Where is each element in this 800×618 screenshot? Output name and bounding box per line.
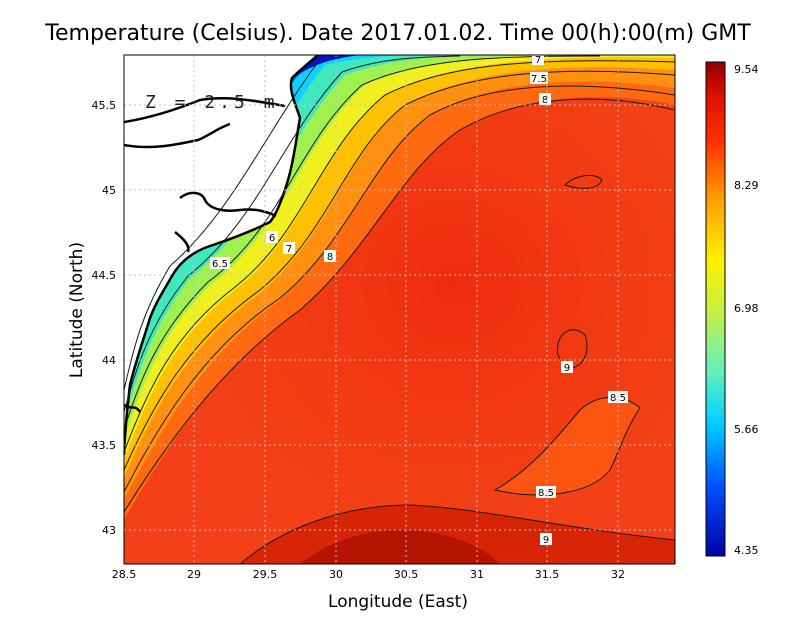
y-axis-label: Latitude (North)	[67, 242, 87, 378]
x-tick-label: 32	[611, 568, 625, 581]
contour-label: 8	[327, 252, 333, 263]
x-tick-label: 31	[470, 568, 484, 581]
plot-frame	[123, 54, 676, 565]
temperature-field: 7 7.5 8 6 7 8 6.5 9 8.5 8.5 9	[124, 55, 675, 564]
contour-label: 6.5	[212, 259, 228, 270]
contour-label: 8.5	[538, 488, 554, 499]
y-tick-label: 44	[102, 354, 116, 367]
colorbar-tick-label: 6.98	[734, 302, 759, 315]
x-axis-label: Longitude (East)	[328, 592, 468, 612]
contour-labels: 7 7.5 8 6 7 8 6.5 9 8.5 8.5 9	[210, 55, 628, 546]
y-tick-label: 43.5	[92, 439, 117, 452]
y-tick-label: 45	[102, 184, 116, 197]
x-tick-label: 31.5	[535, 568, 560, 581]
x-tick-label: 30.5	[394, 568, 419, 581]
y-tick-label: 43	[102, 524, 116, 537]
x-tick-label: 29.5	[253, 568, 278, 581]
colorbar-tick-label: 4.35	[734, 544, 759, 557]
contour-label: 7	[535, 55, 541, 66]
grid	[124, 55, 675, 564]
x-tick-label: 29	[187, 568, 201, 581]
colorbar	[705, 61, 726, 557]
y-axis-ticks: 43 43.5 44 44.5 45 45.5	[92, 99, 117, 537]
contour-label: 8.5	[610, 393, 626, 404]
colorbar-ticks: 9.54 8.29 6.98 5.66 4.35	[734, 63, 759, 557]
x-axis-ticks: 28.5 29 29.5 30 30.5 31 31.5 32	[112, 568, 625, 581]
contour-label: 8	[542, 95, 548, 106]
contour-label: 9	[564, 363, 570, 374]
contour-label: 7	[286, 244, 292, 255]
x-tick-label: 28.5	[112, 568, 137, 581]
x-tick-label: 30	[329, 568, 343, 581]
colorbar-tick-label: 8.29	[734, 179, 759, 192]
contour-label: 9	[543, 535, 549, 546]
colorbar-tick-label: 9.54	[734, 63, 759, 76]
y-tick-label: 45.5	[92, 99, 117, 112]
contour-label: 7.5	[531, 74, 547, 85]
y-tick-label: 44.5	[92, 269, 117, 282]
map-title: Temperature (Celsius). Date 2017.01.02. …	[44, 21, 751, 46]
depth-label: Z = 2.5 m	[145, 92, 279, 113]
contour-label: 6	[269, 233, 275, 244]
colorbar-tick-label: 5.66	[734, 423, 759, 436]
